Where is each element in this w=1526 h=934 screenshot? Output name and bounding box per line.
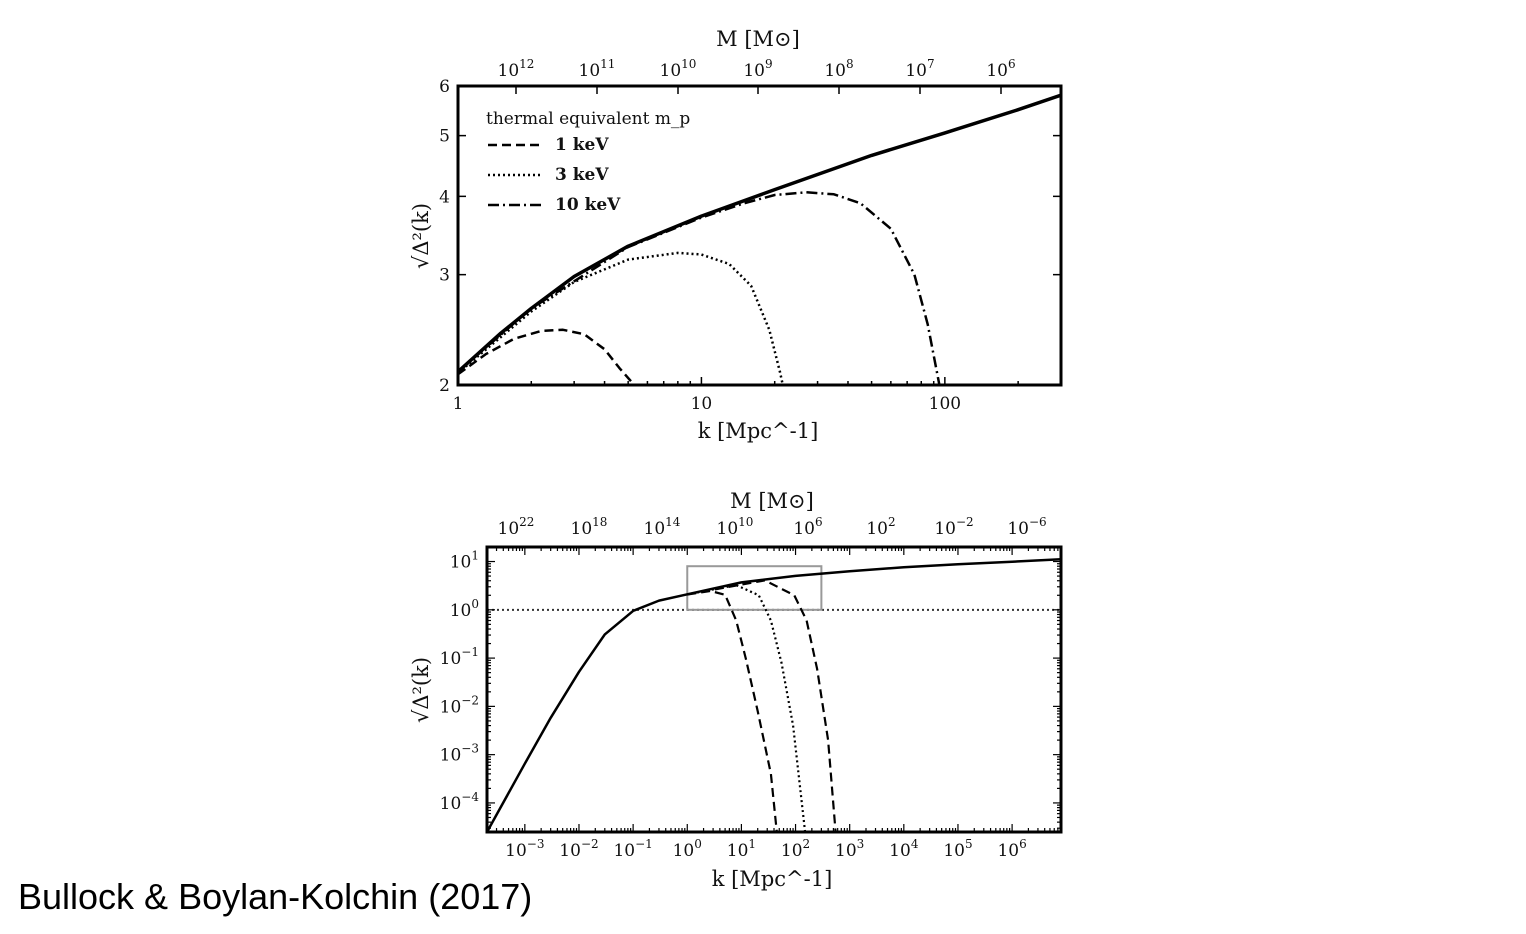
top-tick-label: 1018 (571, 515, 608, 539)
y-axis-title: √Δ²(k) (409, 203, 433, 269)
top-tick-label: 1010 (717, 515, 754, 539)
x-tick-label: 101 (727, 837, 756, 861)
x-tick-label: 10−2 (559, 837, 598, 861)
y-tick-label: 5 (439, 127, 450, 147)
x-tick-label: 1 (453, 394, 464, 414)
x-tick-label: 10−3 (505, 837, 544, 861)
series-line-1-kev (458, 328, 636, 385)
bottom-panel: 10−3 10−2 10−1 100 101 102 103 104 105 106 101 100 1… (409, 489, 1063, 891)
top-axis-title: M [M⊙] (730, 489, 814, 513)
legend: thermal equivalent m_p 1 keV 3 keV 10 keV (486, 109, 690, 215)
top-tick-label: 109 (743, 57, 772, 81)
top-tick-label: 1010 (660, 57, 697, 81)
plot-frame (456, 84, 1063, 387)
legend-entry: 10 keV (555, 195, 621, 215)
y-tick-label: 10−4 (440, 790, 480, 814)
series-line-10-kev (458, 191, 941, 385)
top-tick-label: 107 (905, 57, 934, 81)
top-tick-label: 10−6 (1007, 515, 1046, 539)
x-tick-label: 104 (889, 837, 919, 861)
x-tick-label: 105 (943, 837, 972, 861)
y-tick-label: 2 (439, 376, 450, 396)
top-tick-label: 102 (866, 515, 895, 539)
inset-box (686, 565, 823, 611)
top-tick-label: 106 (793, 515, 822, 539)
series-line-10-kev (687, 579, 837, 832)
x-tick-label: 100 (673, 837, 702, 861)
top-tick-label: 1012 (498, 57, 535, 81)
y-tick-label: 3 (439, 266, 450, 286)
top-tick-label: 108 (824, 57, 853, 81)
y-tick-label: 4 (439, 187, 450, 207)
series-line-cdm (487, 557, 1061, 832)
top-panel: 1 10 100 2 3 4 5 6 1012 1011 1010 109 108 107 106 M [M⊙… (409, 27, 1063, 443)
top-tick-label: 106 (986, 57, 1015, 81)
series-group (458, 93, 1061, 385)
x-tick-label: 10−1 (613, 837, 652, 861)
top-tick-label: 10−2 (934, 515, 973, 539)
series-line-1-kev (687, 589, 778, 832)
figure-caption: Bullock & Boylan-Kolchin (2017) (18, 876, 533, 917)
y-tick-label: 100 (450, 597, 479, 621)
legend-entry: 1 keV (555, 135, 609, 155)
top-axis-title: M [M⊙] (716, 27, 800, 51)
legend-title: thermal equivalent m_p (486, 109, 690, 129)
top-tick-label: 1022 (498, 515, 535, 539)
x-tick-label: 102 (781, 837, 810, 861)
top-tick-label: 1014 (644, 515, 681, 539)
y-tick-label: 6 (439, 77, 450, 97)
series-line-3-kev (458, 251, 785, 385)
y-tick-label: 10−1 (440, 645, 479, 669)
y-tick-label: 10−3 (440, 742, 479, 766)
x-tick-label: 103 (835, 837, 864, 861)
x-tick-label: 106 (997, 837, 1026, 861)
x-axis-title: k [Mpc^-1] (698, 419, 819, 443)
legend-entry: 3 keV (555, 165, 609, 185)
y-tick-label: 101 (450, 549, 479, 573)
y-axis-title: √Δ²(k) (409, 657, 433, 723)
series-line-cdm (458, 93, 1061, 374)
x-tick-label: 100 (929, 394, 961, 414)
series-line-3-kev (687, 583, 807, 832)
y-tick-label: 10−2 (440, 693, 479, 717)
top-tick-label: 1011 (579, 57, 616, 81)
x-axis-title: k [Mpc^-1] (712, 867, 833, 891)
plot-frame (485, 545, 1063, 834)
x-tick-label: 10 (691, 394, 713, 414)
series-group (487, 557, 1061, 832)
